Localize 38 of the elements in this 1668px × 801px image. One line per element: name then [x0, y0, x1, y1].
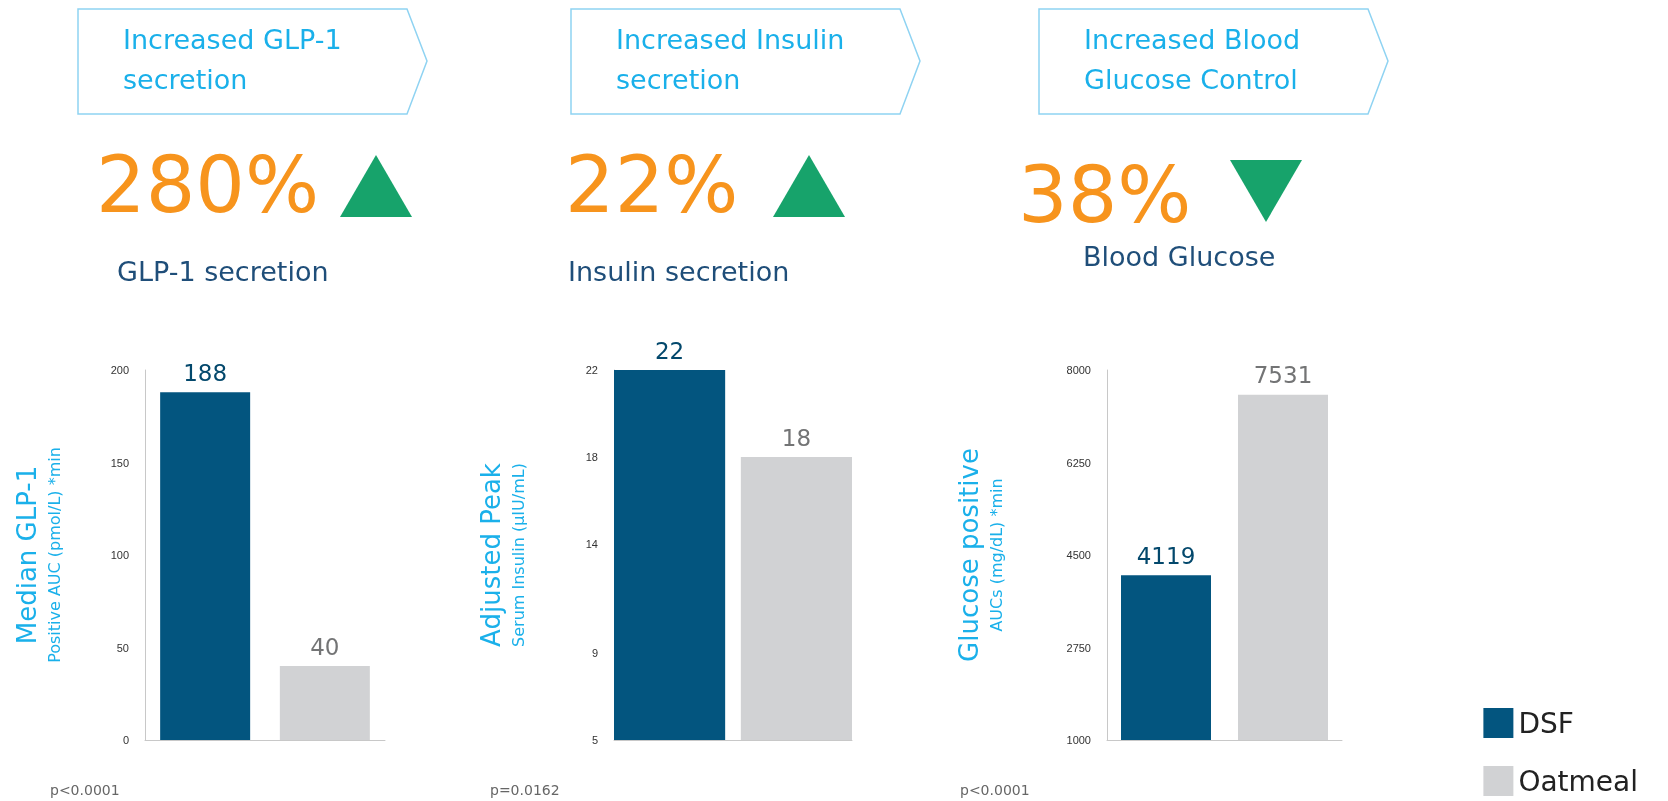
data-label: 4119: [1136, 542, 1196, 569]
y-tick-label: 8000: [1066, 364, 1091, 376]
y-tick-label: 22: [585, 364, 598, 376]
data-label: 18: [781, 424, 812, 451]
data-label: 188: [183, 359, 228, 386]
data-label: 7531: [1253, 362, 1313, 389]
text: 22%: [565, 140, 739, 230]
chart-title: Increased Blood Glucose Control: [1084, 23, 1302, 97]
legend-label: DSF: [1518, 706, 1574, 740]
chart-subtitle: Blood Glucose: [1083, 240, 1276, 274]
chart-title: Increased Insulin secretion: [616, 23, 846, 97]
y-tick-label: 0: [122, 734, 129, 746]
y-tick-label: 9: [591, 646, 598, 659]
y-tick-label: 4500: [1066, 549, 1091, 561]
text: p<0.0001: [960, 782, 1030, 798]
chart-subtitle: Insulin secretion: [568, 255, 790, 289]
y-tick-label: 18: [585, 451, 598, 464]
y-tick-label: 6250: [1066, 456, 1091, 469]
y-tick-label: 100: [110, 549, 129, 561]
chart-subtitle: GLP-1 secretion: [117, 255, 329, 289]
text: 280%: [96, 140, 319, 230]
text: p=0.0162: [490, 782, 560, 798]
chart-title: Increased GLP-1 secretion: [123, 23, 343, 97]
y-tick-label: 1000: [1066, 734, 1091, 746]
text: p<0.0001: [50, 782, 120, 798]
y-axis-title: Adjusted Peak Serum Insulin (µIU/mL): [476, 463, 528, 647]
y-tick-label: 14: [585, 538, 598, 551]
y-tick-label: 50: [116, 641, 129, 654]
y-tick-label: 5: [591, 734, 598, 746]
y-tick-label: 200: [110, 364, 129, 376]
text: 38%: [1018, 150, 1192, 240]
y-tick-label: 150: [110, 456, 129, 469]
y-axis-title: Median GLP-1 Positive AUC (pmol/L) *min: [12, 447, 64, 663]
data-label: 22: [654, 337, 685, 364]
legend-label: Oatmeal: [1518, 764, 1639, 798]
y-tick-label: 2750: [1066, 641, 1091, 654]
y-axis-title: Glucose positive AUCs (mg/dL) *min: [954, 448, 1006, 662]
data-label: 40: [310, 633, 340, 660]
